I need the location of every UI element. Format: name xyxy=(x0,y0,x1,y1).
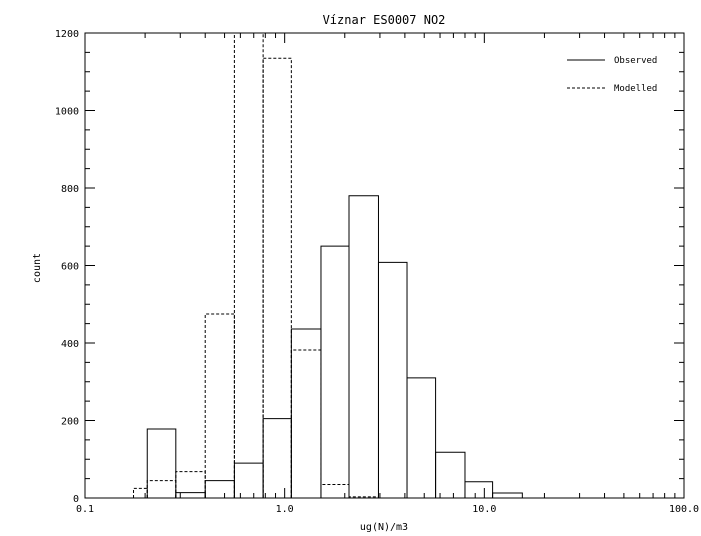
histogram-bar xyxy=(348,496,379,498)
histogram-bar xyxy=(262,418,292,498)
histogram-bar xyxy=(406,377,437,498)
histogram-bar xyxy=(464,481,494,498)
histogram-bar xyxy=(233,462,264,498)
histogram-bar xyxy=(146,480,177,498)
x-axis-ticks: 0.1 1.0 10.0 100.0 xyxy=(76,33,699,515)
histogram-series xyxy=(133,32,523,498)
y-tick-label: 400 xyxy=(61,339,79,350)
histogram-bar xyxy=(175,471,206,498)
y-axis-label: count xyxy=(32,253,43,283)
x-axis-label: ug(N)/m3 xyxy=(360,522,408,533)
legend: Observed Modelled xyxy=(567,56,657,94)
plot-frame xyxy=(84,32,685,499)
histogram-bar xyxy=(204,480,235,498)
legend-label: Observed xyxy=(614,56,657,66)
histogram-bar xyxy=(348,195,379,498)
y-tick-label: 1000 xyxy=(55,107,79,118)
histogram-bar xyxy=(133,487,148,498)
histogram-bar xyxy=(320,483,350,498)
histogram-bar xyxy=(262,57,292,498)
histogram-bar xyxy=(435,451,466,498)
x-tick-label: 100.0 xyxy=(669,504,699,515)
histogram-bar xyxy=(204,313,235,498)
y-axis-ticks: 0 200 400 600 800 1000 1200 xyxy=(55,29,684,505)
chart-title: Víznar ES0007 NO2 xyxy=(323,13,446,27)
y-tick-label: 800 xyxy=(61,184,79,195)
histogram-bar xyxy=(290,349,322,498)
y-tick-label: 200 xyxy=(61,417,79,428)
series-observed xyxy=(146,195,523,498)
histogram-bar xyxy=(492,492,523,498)
x-tick-label: 10.0 xyxy=(472,504,496,515)
x-tick-label: 0.1 xyxy=(76,504,94,515)
histogram-bar xyxy=(320,245,350,498)
series-modelled xyxy=(133,32,379,498)
y-tick-label: 1200 xyxy=(55,29,79,40)
x-tick-label: 1.0 xyxy=(276,504,294,515)
histogram-bar xyxy=(377,261,408,498)
legend-label: Modelled xyxy=(614,84,657,94)
histogram-bar xyxy=(146,428,177,498)
histogram-bar xyxy=(290,328,322,498)
y-tick-label: 600 xyxy=(61,262,79,273)
histogram-bar xyxy=(233,32,264,498)
y-tick-label: 0 xyxy=(73,494,79,505)
